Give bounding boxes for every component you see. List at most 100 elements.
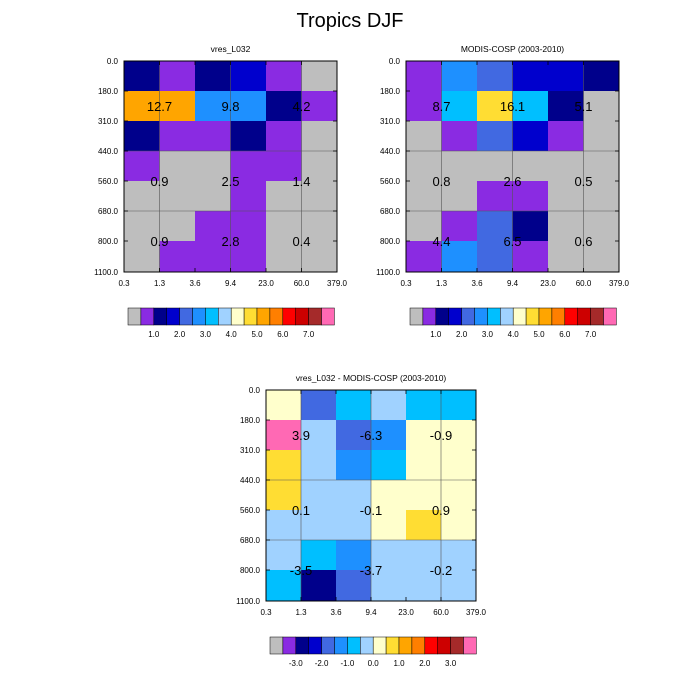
x-tick-label: 379.0 [466, 608, 487, 617]
heatmap-cell [583, 61, 620, 92]
heatmap-cell [195, 241, 231, 273]
heatmap-cell [583, 91, 620, 122]
heatmap-cell [266, 151, 302, 182]
colorbar-swatch [590, 307, 604, 326]
heatmap-cell [301, 151, 338, 182]
heatmap-cell [301, 121, 338, 152]
heatmap-cell [548, 211, 584, 242]
heatmap-cell [441, 61, 478, 92]
colorbar-swatch [205, 307, 219, 326]
x-tick-label: 379.0 [609, 279, 630, 288]
heatmap-cell [441, 241, 478, 273]
colorbar-label: 2.0 [419, 659, 431, 668]
y-tick-label: 310.0 [98, 117, 119, 126]
colorbar-swatch [437, 636, 451, 655]
value-label: 0.5 [574, 174, 592, 189]
heatmap-cell [441, 540, 477, 571]
x-tick-label: 1.3 [154, 279, 166, 288]
heatmap-cell [512, 181, 549, 212]
heatmap-cell [301, 570, 337, 602]
colorbar-label: 7.0 [303, 330, 315, 339]
y-tick-label: 1100.0 [94, 268, 118, 277]
x-tick-label: 23.0 [398, 608, 414, 617]
x-tick-label: 0.3 [260, 608, 272, 617]
y-tick-label: 440.0 [98, 147, 119, 156]
colorbar-swatch [282, 636, 297, 655]
colorbar-swatch [525, 307, 540, 326]
heatmap-cell [301, 540, 337, 571]
heatmap-cell [441, 211, 478, 242]
heatmap-cell [336, 570, 372, 602]
heatmap-cell [477, 151, 513, 182]
colorbar-swatch [551, 307, 566, 326]
heatmap-cell [230, 61, 267, 92]
colorbar-label: 6.0 [277, 330, 289, 339]
y-tick-label: 0.0 [107, 57, 119, 66]
heatmap-cell [406, 121, 442, 152]
colorbar-swatch [153, 307, 167, 326]
heatmap-cell [195, 121, 231, 152]
colorbar-swatch [372, 636, 387, 655]
colorbar-swatch [140, 307, 155, 326]
heatmap-cell [195, 151, 231, 182]
value-label: 0.6 [574, 234, 592, 249]
y-tick-label: 680.0 [98, 207, 119, 216]
heatmap-cell [406, 151, 442, 182]
heatmap-cell [230, 91, 267, 122]
colorbar-swatch [295, 636, 309, 655]
value-label: 1.4 [292, 174, 310, 189]
value-label: 0.9 [432, 503, 450, 518]
heatmap-cell [266, 181, 302, 212]
heatmap-cell [477, 61, 513, 92]
colorbar-swatch [230, 307, 245, 326]
heatmap-cell [230, 241, 267, 273]
value-label: 2.8 [221, 234, 239, 249]
colorbar-swatch [256, 307, 271, 326]
heatmap-cell [583, 241, 620, 273]
heatmap-cell [548, 241, 584, 273]
heatmap-cell [124, 151, 160, 182]
heatmap-cell [477, 91, 513, 122]
colorbar-swatch [308, 636, 322, 655]
value-label: 0.9 [150, 174, 168, 189]
colorbar-swatch [347, 636, 361, 655]
colorbar-swatch [334, 636, 348, 655]
colorbar-label: 5.0 [251, 330, 263, 339]
panel-title: MODIS-COSP (2003-2010) [461, 44, 564, 54]
colorbar-swatch [243, 307, 258, 326]
heatmap-cell [371, 420, 407, 451]
colorbar-swatch [282, 307, 296, 326]
y-tick-label: 560.0 [240, 506, 261, 515]
colorbar-swatch [463, 636, 477, 655]
colorbar-swatch [409, 307, 424, 326]
heatmap-cell [441, 181, 478, 212]
colorbar-swatch [450, 636, 464, 655]
heatmap-cell [371, 510, 407, 541]
y-tick-label: 310.0 [240, 446, 261, 455]
heatmap-cell [159, 211, 196, 242]
x-tick-label: 60.0 [576, 279, 592, 288]
heatmap-cell [336, 510, 372, 541]
colorbar-swatch [435, 307, 449, 326]
y-tick-label: 800.0 [240, 566, 261, 575]
colorbar-label: -3.0 [289, 659, 303, 668]
heatmap-cell [477, 181, 513, 212]
heatmap-cell [124, 121, 160, 152]
x-tick-label: 3.6 [330, 608, 342, 617]
heatmap-cell [371, 450, 407, 481]
colorbar-swatch [321, 636, 335, 655]
y-tick-label: 180.0 [240, 416, 261, 425]
heatmap-cell [336, 390, 372, 421]
heatmap-cell [371, 570, 407, 602]
heatmap-cell [406, 91, 442, 122]
value-label: 2.5 [221, 174, 239, 189]
heatmap-cell [159, 151, 196, 182]
panel-title: vres_L032 [211, 44, 251, 54]
value-label: 4.2 [292, 99, 310, 114]
y-tick-label: 800.0 [380, 237, 401, 246]
x-tick-label: 1.3 [295, 608, 307, 617]
heatmap-cell [266, 121, 302, 152]
colorbar-swatch [474, 307, 488, 326]
colorbar-swatch [269, 307, 284, 326]
x-tick-label: 60.0 [433, 608, 449, 617]
